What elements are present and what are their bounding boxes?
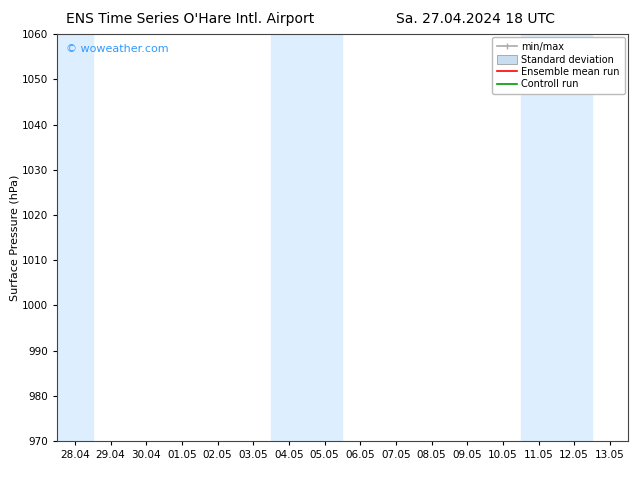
Bar — [271, 34, 342, 441]
Legend: min/max, Standard deviation, Ensemble mean run, Controll run: min/max, Standard deviation, Ensemble me… — [492, 37, 624, 94]
Text: ENS Time Series O'Hare Intl. Airport: ENS Time Series O'Hare Intl. Airport — [66, 12, 314, 26]
Text: Sa. 27.04.2024 18 UTC: Sa. 27.04.2024 18 UTC — [396, 12, 555, 26]
Text: © woweather.com: © woweather.com — [66, 45, 168, 54]
Bar — [521, 34, 592, 441]
Bar — [57, 34, 93, 441]
Y-axis label: Surface Pressure (hPa): Surface Pressure (hPa) — [9, 174, 19, 301]
